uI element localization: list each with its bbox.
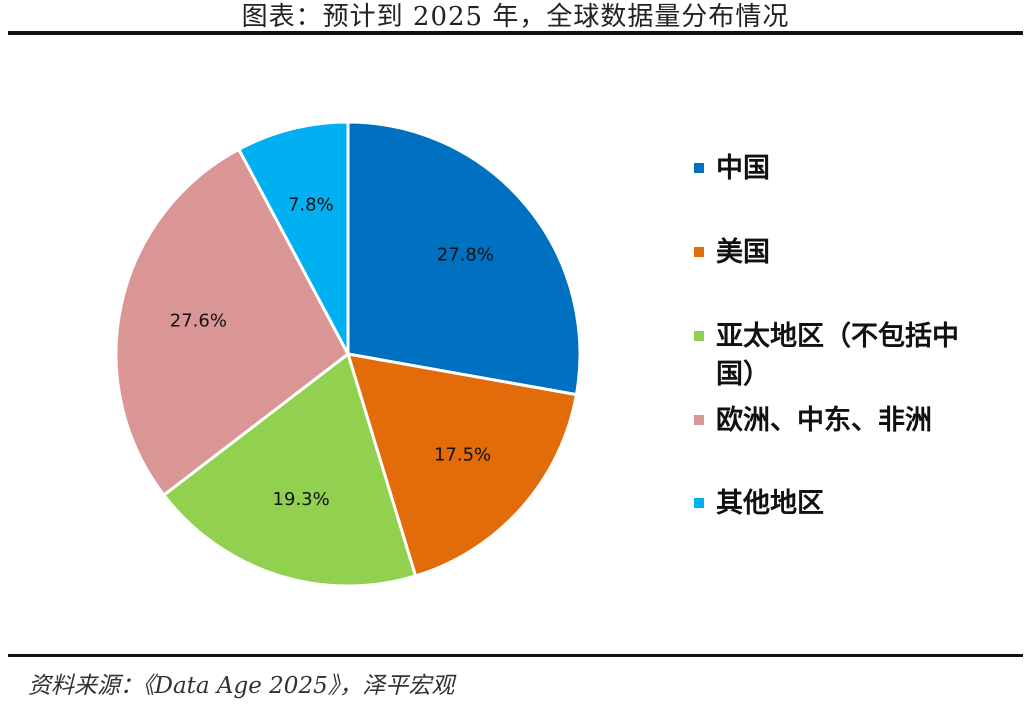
top-rule	[8, 31, 1023, 35]
legend-item-china: 中国	[694, 150, 996, 188]
legend-label-china: 中国	[716, 153, 770, 184]
slice-label-apac: 19.3%	[273, 489, 330, 510]
source-note: 资料来源：《Data Age 2025》，泽平宏观	[28, 673, 455, 699]
slice-label-other: 7.8%	[288, 194, 334, 215]
slice-label-emea: 27.6%	[170, 311, 227, 332]
legend-swatch-emea	[694, 415, 704, 425]
bottom-rule	[8, 654, 1023, 657]
legend-item-apac: 亚太地区（不包括中国）	[694, 318, 996, 394]
legend-label-apac: 亚太地区（不包括中国）	[716, 321, 959, 390]
legend-swatch-apac	[694, 331, 704, 341]
legend-label-emea: 欧洲、中东、非洲	[716, 405, 932, 436]
legend-swatch-china	[694, 163, 704, 173]
legend-item-other: 其他地区	[694, 485, 996, 523]
legend-label-usa: 美国	[716, 237, 770, 268]
pie-slice-other	[236, 120, 350, 355]
legend-swatch-usa	[694, 247, 704, 257]
legend-label-other: 其他地区	[716, 488, 824, 519]
legend-swatch-other	[694, 498, 704, 508]
pie-slice-usa	[345, 352, 579, 578]
legend-item-usa: 美国	[694, 234, 996, 272]
chart-title: 图表：预计到 2025 年，全球数据量分布情况	[241, 2, 790, 32]
slice-label-usa: 17.5%	[434, 445, 491, 466]
pie-slice-emea	[114, 147, 350, 498]
pie-slice-china	[346, 120, 582, 397]
legend-item-emea: 欧洲、中东、非洲	[694, 402, 996, 440]
pie-slice-apac	[161, 351, 418, 588]
slice-label-china: 27.8%	[437, 245, 494, 266]
